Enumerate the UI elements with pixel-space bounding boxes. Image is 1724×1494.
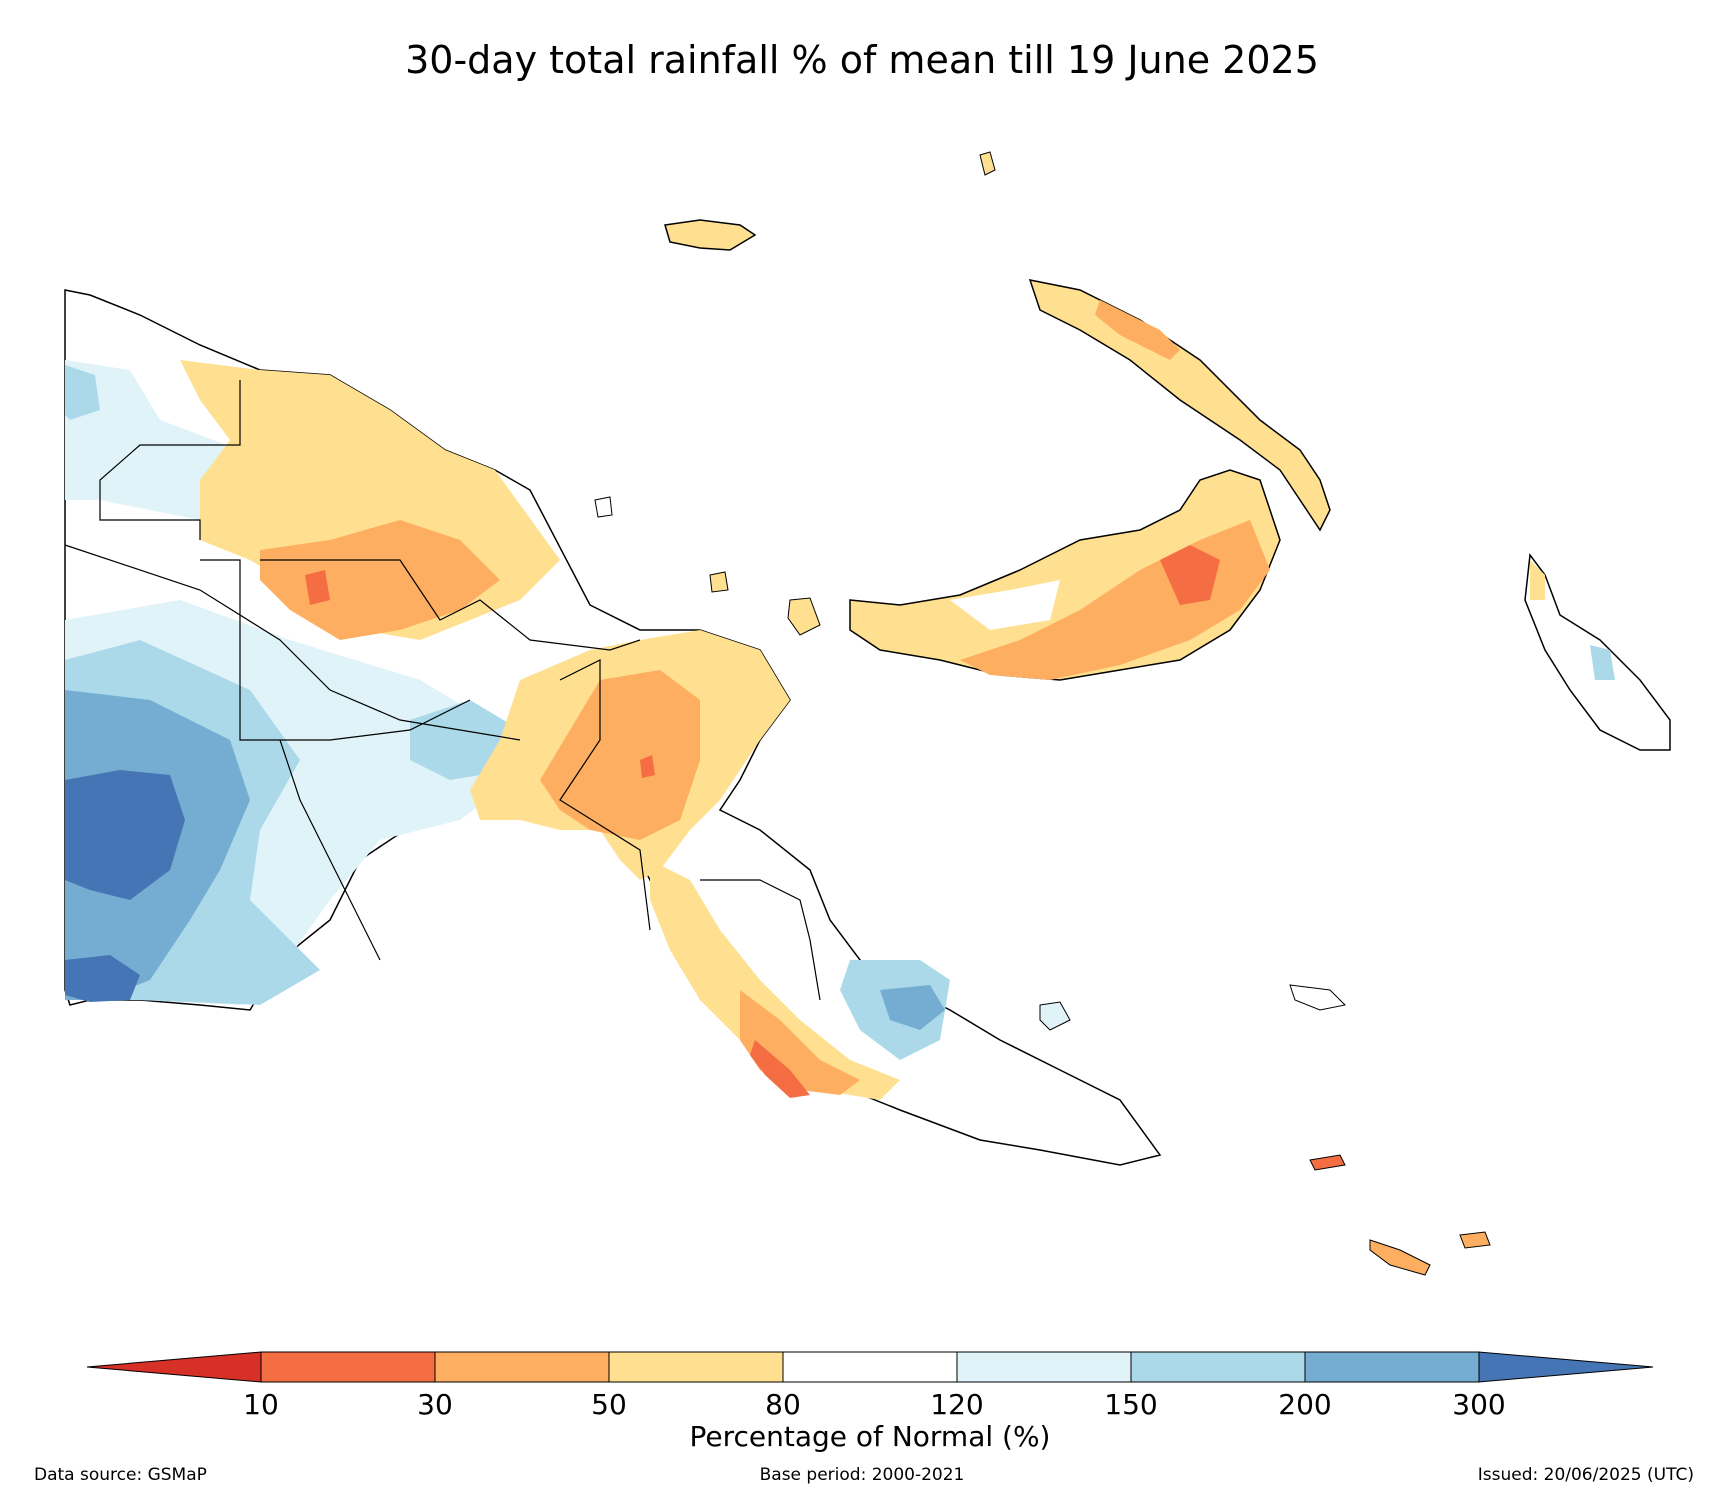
colorbar-bin-80-120 (782, 1351, 958, 1383)
zone-150-200-bougainville (1590, 645, 1615, 680)
zone-10-30-peninsula (750, 1040, 810, 1098)
zone-10-30-central-east (640, 755, 655, 778)
island-long (787, 597, 821, 636)
zone-10-30-north (305, 570, 330, 605)
island-karkar (594, 496, 613, 518)
colorbar-label: Percentage of Normal (%) (690, 1420, 1051, 1453)
colorbar-tick-150: 150 (1104, 1388, 1157, 1421)
colorbar-bin-200-300 (1304, 1351, 1480, 1383)
zone-10-30-new-britain (1160, 545, 1220, 605)
zone-200-300-peninsula (880, 985, 945, 1030)
colorbar-bin-150-200 (1130, 1351, 1306, 1383)
colorbar-bin-10-30 (260, 1351, 436, 1383)
map-title: 30-day total rainfall % of mean till 19 … (405, 38, 1319, 82)
colorbar-tick-80: 80 (765, 1388, 801, 1421)
rainfall-map (64, 151, 1671, 1276)
colorbar-extend-low (86, 1351, 262, 1383)
island-new-ireland (1028, 279, 1331, 532)
zone-gt300-southwest (65, 770, 185, 900)
zone-gt300-southwest-coast (65, 955, 140, 1002)
issued-date: Issued: 20/06/2025 (UTC) (1477, 1465, 1694, 1485)
zone-50-80-peninsula (650, 860, 900, 1100)
zone-30-50-central-east (540, 670, 700, 840)
colorbar-bin-30-50 (434, 1351, 610, 1383)
colorbar-tick-30: 30 (417, 1388, 453, 1421)
island-manus (664, 219, 757, 251)
base-period: Base period: 2000-2021 (759, 1465, 965, 1485)
island-woodlark (1289, 984, 1347, 1011)
zone-30-50-north (260, 520, 500, 640)
colorbar-bin-120-150 (956, 1351, 1132, 1383)
zone-30-50-new-ireland (1095, 300, 1180, 360)
colorbar-extend-high (1478, 1351, 1654, 1383)
island-umboi (709, 571, 729, 593)
colorbar-tick-10: 10 (243, 1388, 279, 1421)
zone-80-120-new-britain (950, 580, 1060, 630)
data-source: Data source: GSMaP (34, 1465, 207, 1485)
colorbar-tick-200: 200 (1278, 1388, 1331, 1421)
island-trobriand (1039, 1001, 1071, 1031)
island-milne-bay-1 (1309, 1154, 1346, 1171)
island-mussau (979, 151, 996, 176)
colorbar-tick-50: 50 (591, 1388, 627, 1421)
colorbar-tick-300: 300 (1452, 1388, 1505, 1421)
colorbar-tick-120: 120 (930, 1388, 983, 1421)
zone-50-80-bougainville (1530, 560, 1545, 600)
colorbar-bin-50-80 (608, 1351, 784, 1383)
island-milne-bay-2 (1369, 1239, 1431, 1276)
province-borders (64, 380, 821, 1001)
island-milne-bay-3 (1459, 1231, 1491, 1249)
zone-150-200-northwest (65, 365, 100, 420)
